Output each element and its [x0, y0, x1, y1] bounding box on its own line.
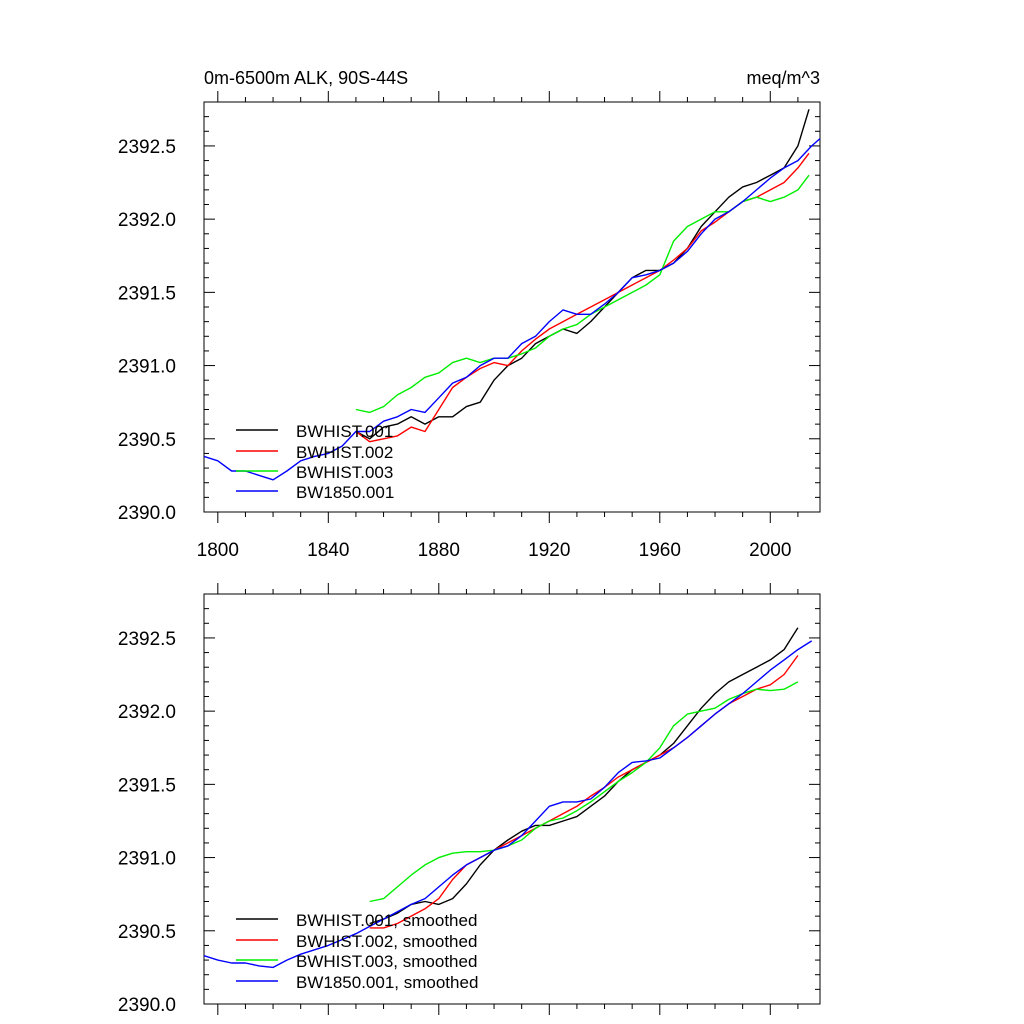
panel-title-right: meq/m^3: [747, 68, 820, 88]
x-tick-label: 1960: [639, 540, 681, 561]
legend: BWHIST.001, smoothed BWHIST.002, smoothe…: [236, 911, 478, 992]
legend-label: BW1850.001, smoothed: [296, 973, 478, 992]
y-tick-label: 2390.0: [118, 503, 176, 524]
x-tick-label: 2000: [749, 540, 791, 561]
series-lines: [203, 627, 813, 969]
legend-label: BWHIST.002, smoothed: [296, 932, 477, 951]
legend: BWHIST.001 BWHIST.002 BWHIST.003 BW1850.…: [236, 422, 394, 502]
legend-label: BWHIST.001: [296, 422, 393, 441]
series-line-2: [369, 655, 799, 929]
y-tick-label: 2392.0: [118, 210, 176, 231]
legend-label: BW1850.001: [296, 483, 394, 502]
y-tick-label: 2392.0: [118, 702, 176, 723]
series-line-1: [369, 627, 799, 925]
y-tick-label: 2390.5: [118, 922, 176, 943]
panel-title-left: 0m-6500m ALK, 90S-44S: [204, 68, 408, 88]
y-tick-label: 2391.5: [118, 283, 176, 304]
y-tick-label: 2392.5: [118, 137, 176, 158]
series-line-3: [369, 681, 799, 903]
series-line-3: [355, 174, 810, 414]
x-tick-label: 1880: [418, 540, 460, 561]
legend-label: BWHIST.003, smoothed: [296, 952, 477, 971]
y-tick-label: 2391.0: [118, 849, 176, 870]
x-tick-label: 1920: [528, 540, 570, 561]
axes: 2390.0 2390.5 2391.0 2391.5 2392.0 2392.5: [118, 583, 820, 1016]
series-line-4: [203, 138, 821, 481]
axes: 1800 1840 1880 1920 1960 2000 2390.0 2390.5 2391…: [118, 91, 820, 561]
y-tick-label: 2391.0: [118, 357, 176, 378]
series-lines: [203, 109, 821, 481]
legend-label: BWHIST.001, smoothed: [296, 911, 477, 930]
y-tick-label: 2391.5: [118, 775, 176, 796]
series-line-2: [355, 152, 810, 443]
legend-label: BWHIST.002: [296, 443, 393, 462]
bottom-panel: 2390.0 2390.5 2391.0 2391.5 2392.0 2392.5 BWH…: [118, 583, 821, 1016]
series-line-1: [355, 109, 810, 440]
series-line-4: [203, 640, 813, 969]
x-tick-label: 1840: [307, 540, 349, 561]
x-tick-label: 1800: [197, 540, 239, 561]
y-tick-label: 2390.5: [118, 430, 176, 451]
legend-label: BWHIST.003: [296, 463, 393, 482]
y-tick-label: 2390.0: [118, 995, 176, 1016]
y-tick-label: 2392.5: [118, 629, 176, 650]
top-panel: 0m-6500m ALK, 90S-44S meq/m^3 1800 1840 18…: [118, 68, 821, 561]
